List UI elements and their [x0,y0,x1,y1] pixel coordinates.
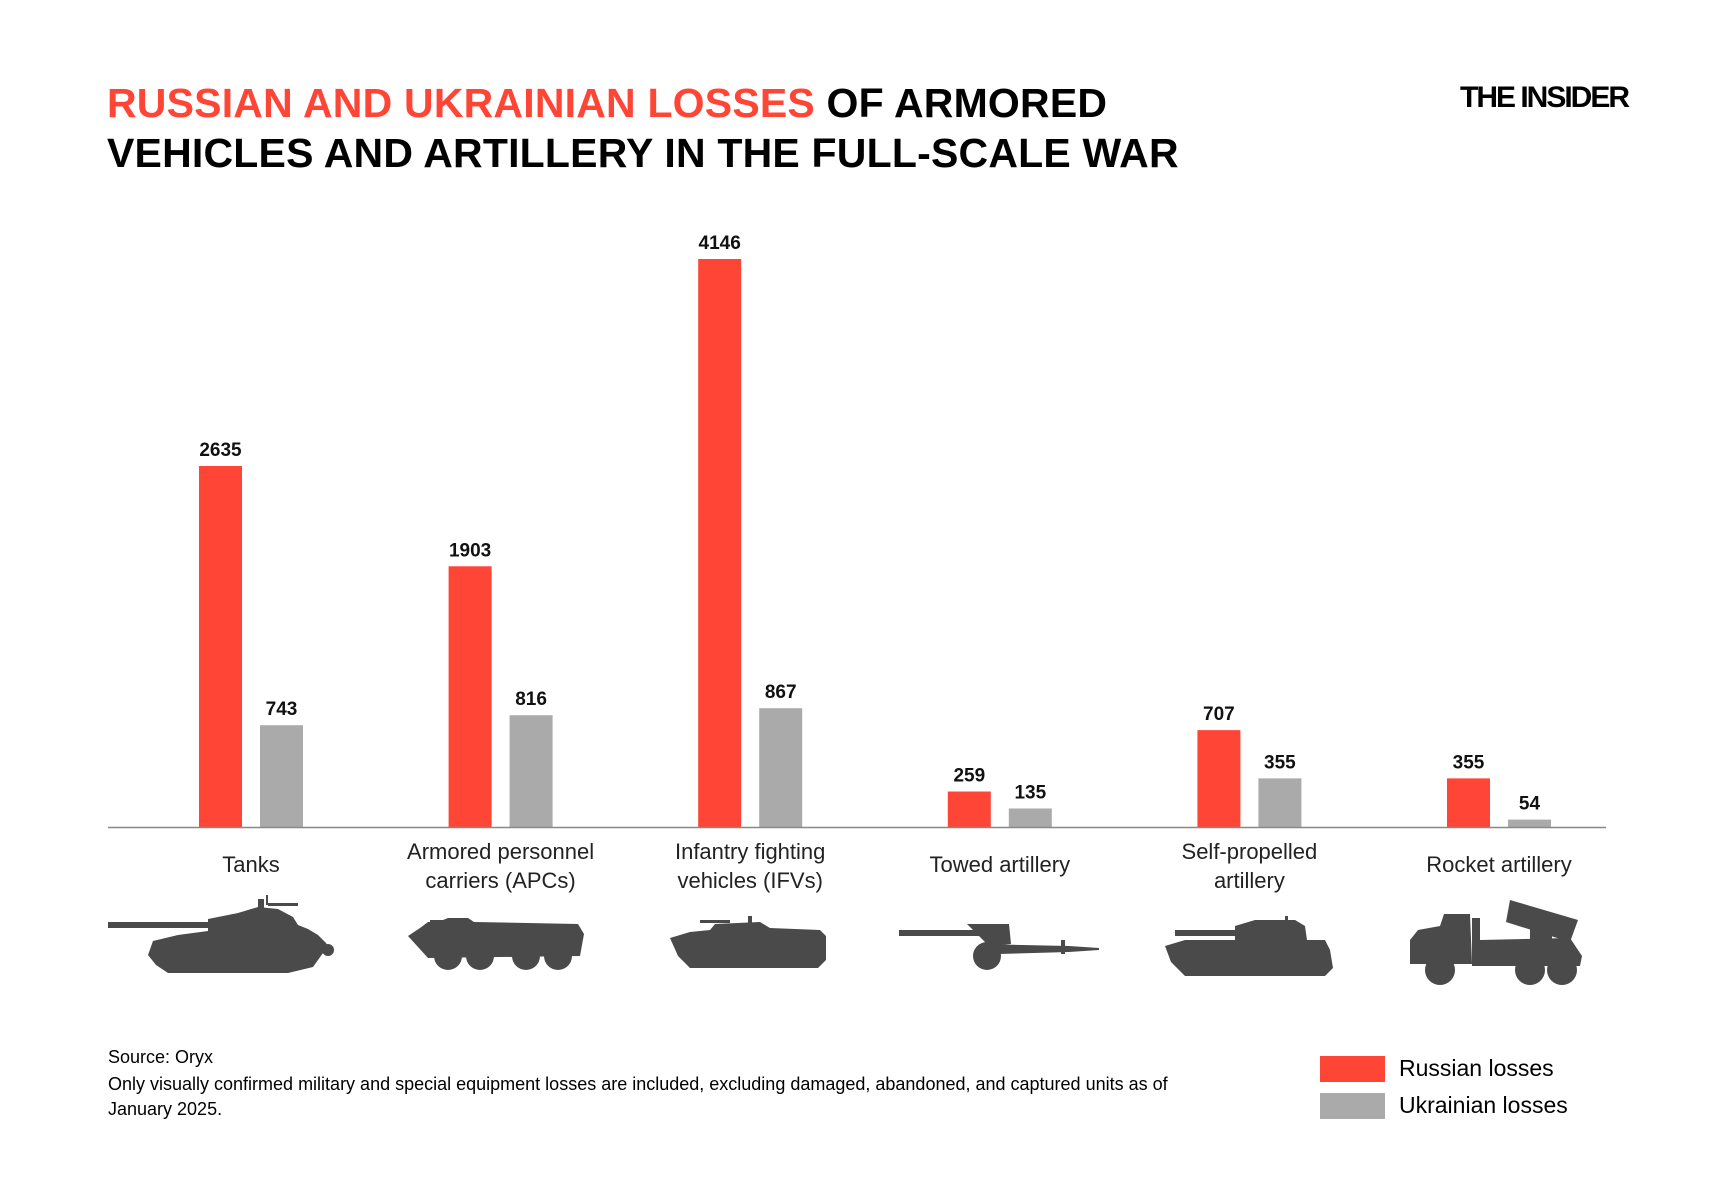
apc-icon [408,916,584,972]
data-label: 54 [1519,794,1541,815]
bar-russian [199,466,242,827]
data-label: 355 [1453,752,1485,773]
bar-ukrainian [1258,778,1302,827]
bar-ukrainian [1008,808,1052,827]
data-label: 259 [953,766,985,787]
methodology-note: Only visually confirmed military and spe… [108,1074,1168,1119]
legend-label: Ukrainian losses [1399,1092,1568,1118]
title-line2: VEHICLES AND ARTILLERY IN THE FULL-SCALE… [107,130,1179,176]
chart-title: RUSSIAN AND UKRAINIAN LOSSES OF ARMORED … [107,78,1179,178]
category-label: Towed artillery [929,852,1070,877]
bar-russian [1197,730,1241,827]
data-label: 816 [515,689,547,710]
bar-ukrainian [759,708,803,827]
self-propelled-artillery-icon [1165,916,1337,978]
bar-ukrainian [1508,819,1551,827]
title-rest: OF ARMORED [814,80,1108,126]
legend: Russian losses Ukrainian losses [1320,1050,1568,1124]
legend-swatch-russian [1320,1055,1385,1082]
category-label: Infantry fighting [675,839,825,864]
category-label: Tanks [222,852,279,877]
legend-item-russian: Russian losses [1320,1050,1568,1087]
bar-ukrainian [509,715,553,827]
bar-russian [1447,778,1490,827]
category-label: Self-propelled [1182,839,1318,864]
category-label: Armored personnel [407,839,594,864]
legend-label: Russian losses [1399,1055,1554,1081]
data-label: 1903 [449,540,491,561]
towed-artillery-icon [899,918,1101,970]
ifv-icon [670,916,828,970]
tank-icon [108,895,336,975]
bar-russian [698,259,742,827]
data-label: 707 [1203,704,1235,725]
data-label: 743 [266,699,298,720]
legend-item-ukrainian: Ukrainian losses [1320,1087,1568,1124]
category-label: artillery [1214,868,1285,893]
the-insider-logo: THE INSIDER [1460,81,1630,114]
data-label: 355 [1264,752,1296,773]
bar-ukrainian [260,725,303,827]
title-highlight: RUSSIAN AND UKRAINIAN LOSSES [107,80,815,126]
category-label: carriers (APCs) [425,868,575,893]
rocket-artillery-icon [1410,900,1590,986]
data-label: 135 [1014,783,1046,804]
data-label: 2635 [199,440,242,461]
bar-russian [947,791,991,827]
category-label: vehicles (IFVs) [677,868,822,893]
source-note: Source: Oryx [108,1047,214,1067]
category-label: Rocket artillery [1426,852,1571,877]
bar-russian [448,566,492,827]
legend-swatch-ukrainian [1320,1092,1385,1119]
data-label: 4146 [699,233,741,254]
data-label: 867 [765,682,797,703]
